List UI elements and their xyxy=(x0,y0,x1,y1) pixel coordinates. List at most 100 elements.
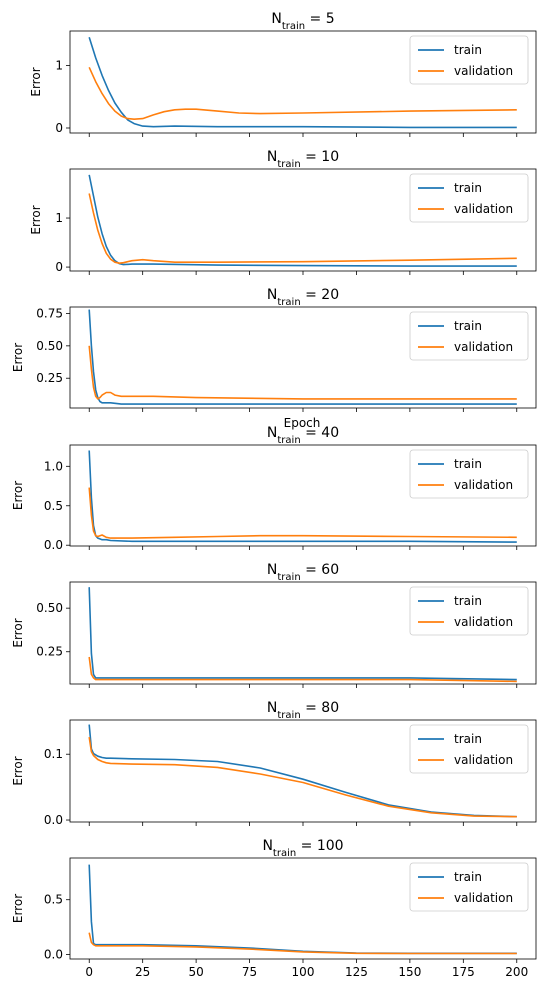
legend-label-validation: validation xyxy=(454,340,513,354)
legend-box xyxy=(409,586,529,636)
y-axis-label: Error xyxy=(11,481,25,510)
y-tick-label: 0.75 xyxy=(36,306,63,320)
legend-box xyxy=(409,862,529,912)
title-main: N xyxy=(262,838,272,854)
legend-box xyxy=(409,449,529,499)
y-axis-label: Error xyxy=(11,756,25,785)
y-tick-label: 0.50 xyxy=(36,339,63,353)
legend-label-validation: validation xyxy=(454,478,513,492)
title-sub: train xyxy=(277,435,300,446)
legend-label-train: train xyxy=(454,181,482,195)
y-tick-label: 0.0 xyxy=(44,813,63,827)
legend-label-train: train xyxy=(454,594,482,608)
title-rest: = 10 xyxy=(301,149,339,165)
y-tick-label: 0.50 xyxy=(36,601,63,615)
series-line-train xyxy=(88,37,517,129)
series-line-validation xyxy=(88,66,517,120)
subplot-2: Ntrain = 10 0 1 Error train validation xyxy=(29,149,537,275)
subplot-3: Ntrain = 20 0.25 0.50 0.75 Error Epoch train va… xyxy=(11,287,537,430)
subplot-title: Ntrain = 60 xyxy=(267,562,339,583)
subplot-5: Ntrain = 60 0.25 0.50 Error train validation xyxy=(11,562,537,688)
legend: train validation xyxy=(409,173,529,223)
title-sub: train xyxy=(282,21,305,32)
legend-box xyxy=(409,173,529,223)
title-sub: train xyxy=(277,572,300,583)
legend-label-validation: validation xyxy=(454,891,513,905)
y-tick-label: 0.0 xyxy=(44,538,63,552)
title-sub: train xyxy=(277,159,300,170)
x-tick-label: 0 xyxy=(85,965,93,979)
title-rest: = 40 xyxy=(301,425,339,441)
subplot-title: Ntrain = 100 xyxy=(262,838,343,859)
subplot-1: Ntrain = 5 0 1 Error train validation xyxy=(29,11,537,137)
title-rest: = 20 xyxy=(301,287,339,303)
legend-label-validation: validation xyxy=(454,615,513,629)
legend-box xyxy=(409,311,529,361)
title-sub: train xyxy=(277,710,300,721)
series-line-train xyxy=(88,450,517,543)
y-tick-label: 1 xyxy=(55,58,63,72)
y-axis-label: Error xyxy=(11,343,25,372)
title-main: N xyxy=(267,149,277,165)
legend-label-train: train xyxy=(454,732,482,746)
title-main: N xyxy=(267,287,277,303)
subplot-title: Ntrain = 40 xyxy=(267,425,339,446)
y-tick-label: 1 xyxy=(55,211,63,225)
legend-box xyxy=(409,35,529,85)
y-tick-label: 0.25 xyxy=(36,645,63,659)
subplot-title: Ntrain = 20 xyxy=(267,287,339,308)
legend-label-train: train xyxy=(454,43,482,57)
title-main: N xyxy=(267,700,277,716)
x-tick-label: 125 xyxy=(345,965,368,979)
y-tick-label: 0 xyxy=(55,121,63,135)
y-axis-label: Error xyxy=(11,894,25,923)
legend-label-validation: validation xyxy=(454,64,513,78)
series-line-validation xyxy=(88,193,517,264)
title-sub: train xyxy=(273,848,296,859)
x-tick-label: 200 xyxy=(505,965,528,979)
legend: train validation xyxy=(409,311,529,361)
title-main: N xyxy=(267,562,277,578)
title-rest: = 5 xyxy=(305,11,335,27)
y-tick-label: 0.25 xyxy=(36,371,63,385)
title-main: N xyxy=(267,425,277,441)
legend-label-train: train xyxy=(454,457,482,471)
series-line-validation xyxy=(88,345,517,400)
title-rest: = 80 xyxy=(301,700,339,716)
y-tick-label: 0.0 xyxy=(44,948,63,962)
x-tick-label: 50 xyxy=(188,965,203,979)
y-axis-label: Error xyxy=(11,618,25,647)
legend-label-train: train xyxy=(454,870,482,884)
y-tick-label: 0.5 xyxy=(44,893,63,907)
legend: train validation xyxy=(409,586,529,636)
legend-label-train: train xyxy=(454,319,482,333)
subplot-7: Ntrain = 100 0.0 0.5 0 25 50 75 100 125 150 175 200… xyxy=(11,838,537,979)
series-line-validation xyxy=(88,656,517,683)
legend-label-validation: validation xyxy=(454,753,513,767)
title-main: N xyxy=(271,11,281,27)
x-tick-label: 75 xyxy=(242,965,257,979)
title-sub: train xyxy=(277,297,300,308)
y-tick-label: 0.1 xyxy=(44,747,63,761)
subplot-6: Ntrain = 80 0.0 0.1 Error train validation xyxy=(11,700,537,827)
legend: train validation xyxy=(409,449,529,499)
y-axis-label: Error xyxy=(29,205,43,234)
legend: train validation xyxy=(409,35,529,85)
series-line-validation xyxy=(88,736,517,818)
x-tick-label: 25 xyxy=(135,965,150,979)
y-tick-label: 0.5 xyxy=(44,499,63,513)
series-line-train xyxy=(88,724,517,818)
legend: train validation xyxy=(409,724,529,774)
x-tick-label: 100 xyxy=(292,965,315,979)
legend-label-validation: validation xyxy=(454,202,513,216)
y-tick-label: 1.0 xyxy=(44,459,63,473)
subplot-4: Ntrain = 40 0.0 0.5 1.0 Error train validation xyxy=(11,425,537,552)
series-line-train xyxy=(88,587,517,681)
x-tick-label: 175 xyxy=(452,965,475,979)
y-tick-label: 0 xyxy=(55,260,63,274)
title-rest: = 100 xyxy=(296,838,343,854)
y-axis-label: Error xyxy=(29,67,43,96)
legend: train validation xyxy=(409,862,529,912)
x-tick-label: 150 xyxy=(398,965,421,979)
